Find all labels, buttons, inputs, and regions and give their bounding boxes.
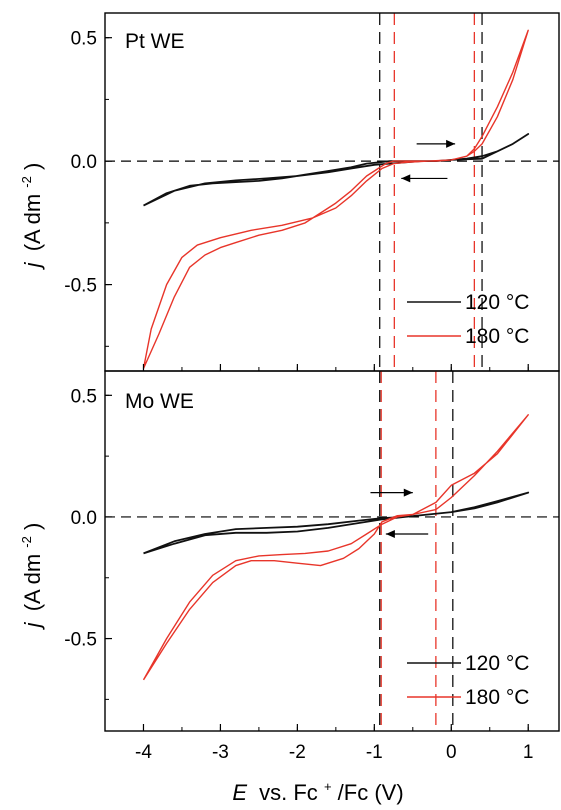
cv-curve-pt-120c <box>143 133 530 207</box>
y-tick-label-pt-0: 0.5 <box>71 29 97 50</box>
y-axis-variable-mo: j <box>20 621 45 630</box>
x-axis-variable: E <box>232 780 247 805</box>
arrow-head-pt-0 <box>446 139 456 148</box>
arrow-head-mo-0 <box>403 488 413 497</box>
y-axis-tail-pt: ) <box>20 163 45 170</box>
x-axis-text: vs. Fc <box>259 780 318 805</box>
reference-lines-pt <box>105 13 559 371</box>
y-axis-variable-pt: j <box>20 261 45 270</box>
y-axis-tail-mo: ) <box>20 523 45 530</box>
x-tick-label-4: 0 <box>446 742 457 763</box>
plot-frame-mo <box>104 370 560 732</box>
y-axis-title-pt: j (A dm -2 ) <box>11 163 45 271</box>
x-tick-label-3: -1 <box>366 742 383 763</box>
axes-mo: 0.5 0.0 -0.5 <box>64 370 560 732</box>
x-tick-label-2: -2 <box>289 742 306 763</box>
x-axis-tail: /Fc (V) <box>338 780 404 805</box>
y-tick-label-pt-2: -0.5 <box>64 276 97 297</box>
scan-direction-arrows-pt <box>401 139 456 183</box>
y-tick-label-mo-1: 0.0 <box>71 508 97 529</box>
arrow-head-mo-1 <box>385 529 395 538</box>
legend-label-120-mo: 120 °C <box>465 652 529 675</box>
reference-lines-mo <box>105 371 559 731</box>
x-tick-label-5: 1 <box>523 742 534 763</box>
panel-pt-we: 0.5 0.0 -0.5 Pt WE 120 °C 180 °C <box>64 12 560 372</box>
y-tick-label-pt-1: 0.0 <box>71 152 97 173</box>
panel-title-pt: Pt WE <box>125 30 185 53</box>
series-layer-mo <box>142 414 530 681</box>
legend-label-180-pt: 180 °C <box>465 325 529 348</box>
legend-mo: 120 °C 180 °C <box>407 652 529 709</box>
y-tick-label-mo-2: -0.5 <box>64 630 97 651</box>
x-axis-title: E vs. Fc + /Fc (V) <box>232 771 403 805</box>
legend-pt: 120 °C 180 °C <box>407 291 529 348</box>
x-tick-labels: -4 -3 -2 -1 0 1 <box>135 742 533 763</box>
y-axis-text-mo: (A dm <box>20 554 45 611</box>
y-axis-superscript-mo: -2 <box>19 536 34 548</box>
panel-title-mo: Mo WE <box>125 390 194 413</box>
y-axis-title-mo: j (A dm -2 ) <box>11 523 45 631</box>
y-tick-label-mo-0: 0.5 <box>71 386 97 407</box>
x-tick-label-1: -3 <box>212 742 229 763</box>
legend-label-180-mo: 180 °C <box>465 686 529 709</box>
cv-curve-mo-180c <box>142 414 529 681</box>
axes-pt: 0.5 0.0 -0.5 <box>64 12 560 372</box>
x-tick-label-0: -4 <box>135 742 152 763</box>
y-axis-text-pt: (A dm <box>20 194 45 251</box>
legend-label-120-pt: 120 °C <box>465 291 529 314</box>
panel-mo-we: 0.5 0.0 -0.5 Mo WE 120 °C 180 °C <box>64 370 560 732</box>
cv-curve-pt-180c <box>142 29 529 369</box>
series-layer-pt <box>142 29 530 369</box>
cv-curve-mo-120c <box>143 491 530 555</box>
scan-direction-arrows-mo <box>370 488 429 538</box>
arrow-head-pt-1 <box>401 174 411 183</box>
y-axis-superscript-pt: -2 <box>19 176 34 188</box>
x-axis-superscript: + <box>324 779 332 794</box>
